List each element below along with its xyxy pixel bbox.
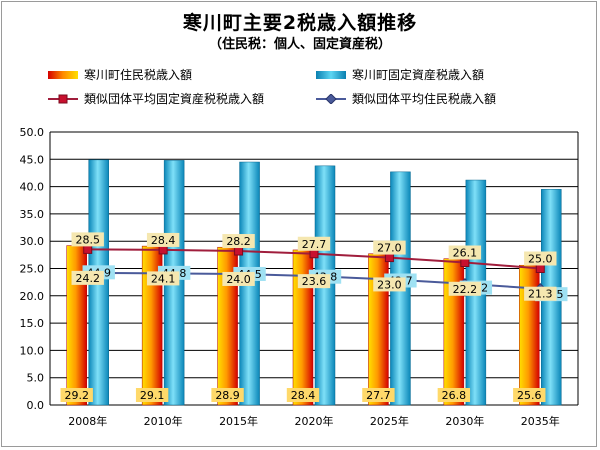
data-label-resident: 25.6 — [517, 389, 542, 402]
data-label-resident-bg — [362, 388, 395, 402]
data-label-similar-property-bg — [71, 232, 104, 247]
bar-resident — [519, 264, 540, 406]
marker-similar-property — [535, 264, 545, 273]
data-label-resident-bg — [513, 388, 546, 402]
legend-label-similar-property: 類似団体平均固定資産税税歳入額 — [84, 92, 265, 106]
data-label-similar-property: 28.4 — [151, 234, 176, 247]
marker-similar-property — [158, 245, 168, 255]
legend-label-resident: 寒川町住民税歳入額 — [84, 68, 193, 82]
legend-label-property: 寒川町固定資産税歳入額 — [352, 68, 485, 82]
x-tick-label: 2020年 — [295, 414, 334, 428]
data-label-similar-resident: 24.2 — [75, 272, 100, 285]
data-label-similar-resident-bg — [448, 281, 482, 296]
marker-similar-property — [309, 249, 319, 259]
marker-similar-property — [460, 257, 470, 267]
legend-item-resident: 寒川町住民税歳入額 — [48, 66, 192, 83]
data-label-similar-resident-bg — [297, 274, 331, 289]
data-label-resident-bg — [60, 388, 93, 402]
data-label-similar-property-bg — [222, 234, 255, 249]
data-label-similar-property: 26.1 — [453, 246, 478, 259]
data-label-resident-bg — [211, 388, 244, 402]
marker-similar-property — [83, 244, 93, 254]
data-label-resident: 26.8 — [442, 389, 467, 402]
data-label-similar-resident-bg — [146, 271, 180, 286]
y-tick-label: 5.0 — [27, 372, 45, 385]
data-label-similar-resident: 21.3 — [528, 288, 553, 301]
x-tick-label: 2035年 — [521, 414, 560, 428]
chart-subtitle: （住民税：個人、固定資産税） — [208, 37, 391, 52]
y-tick-label: 50.0 — [20, 126, 45, 139]
y-tick-label: 40.0 — [20, 181, 45, 194]
data-label-resident: 27.7 — [366, 389, 391, 402]
data-label-similar-property: 27.7 — [302, 238, 327, 251]
data-label-resident-bg — [437, 388, 471, 402]
data-label-similar-property: 25.0 — [528, 253, 553, 266]
data-label-similar-resident: 24.1 — [151, 272, 176, 285]
data-label-similar-resident: 22.2 — [453, 283, 478, 296]
x-tick-label: 2008年 — [68, 414, 107, 428]
legend-swatch-similar-resident — [316, 93, 346, 104]
data-label-similar-resident: 23.6 — [302, 275, 327, 288]
y-tick-label: 45.0 — [20, 153, 45, 166]
data-label-similar-resident-bg — [524, 286, 557, 301]
data-label-similar-property-bg — [524, 251, 557, 266]
legend-item-similar-resident: 類似団体平均住民税歳入額 — [316, 90, 496, 107]
y-tick-label: 10.0 — [20, 344, 45, 357]
data-label-similar-property: 27.0 — [377, 242, 402, 255]
data-label-resident: 28.9 — [215, 389, 240, 402]
data-label-similar-property-bg — [146, 232, 180, 247]
data-label-similar-property: 28.2 — [226, 235, 251, 248]
legend-swatch-similar-property — [48, 94, 78, 103]
marker-similar-property — [384, 253, 394, 263]
marker-similar-property — [234, 246, 244, 256]
legend-item-property: 寒川町固定資産税歳入額 — [316, 66, 484, 83]
y-tick-label: 20.0 — [20, 290, 45, 303]
y-tick-label: 0.0 — [27, 399, 45, 412]
legend-item-similar-property: 類似団体平均固定資産税税歳入額 — [48, 90, 264, 107]
data-label-similar-resident-bg — [71, 270, 104, 285]
data-label-similar-resident: 23.0 — [377, 278, 402, 291]
x-tick-label: 2030年 — [445, 414, 484, 428]
y-tick-label: 30.0 — [20, 235, 45, 248]
legend-label-similar-resident: 類似団体平均住民税歳入額 — [352, 92, 497, 106]
y-tick-label: 25.0 — [20, 263, 45, 276]
data-label-similar-resident: 24.0 — [226, 273, 251, 286]
y-tick-label: 15.0 — [20, 317, 45, 330]
data-label-similar-property-bg — [373, 240, 406, 255]
data-label-resident: 29.1 — [140, 389, 165, 402]
x-tick-label: 2025年 — [370, 414, 409, 428]
x-tick-label: 2015年 — [219, 414, 258, 428]
chart-title: 寒川町主要2税歳入額推移 — [182, 12, 418, 34]
data-label-resident: 28.4 — [291, 389, 316, 402]
legend-swatch-property — [316, 70, 346, 79]
y-tick-label: 35.0 — [20, 208, 45, 221]
x-tick-label: 2010年 — [144, 414, 183, 428]
data-label-similar-property: 28.5 — [75, 233, 100, 246]
data-label-similar-resident-bg — [373, 277, 406, 292]
legend-swatch-resident — [48, 70, 78, 79]
data-label-resident-bg — [286, 388, 320, 402]
data-label-similar-property-bg — [297, 236, 331, 251]
data-label-similar-property-bg — [448, 245, 482, 260]
data-label-resident: 29.2 — [64, 389, 89, 402]
data-label-similar-resident-bg — [222, 271, 255, 286]
data-label-resident-bg — [135, 388, 169, 402]
